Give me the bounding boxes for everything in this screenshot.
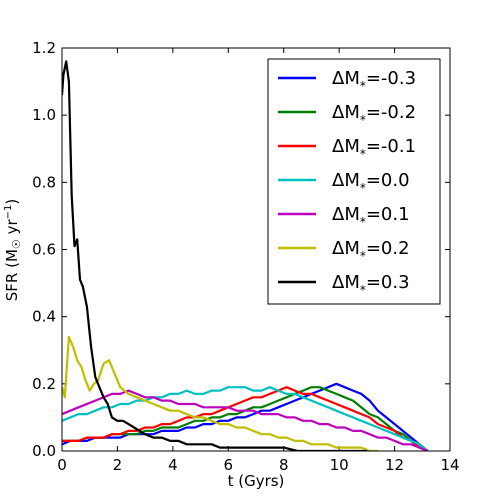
x-tick-label: 0 [57, 456, 67, 474]
y-tick-label: 0.4 [32, 308, 56, 326]
x-tick-label: 2 [113, 456, 123, 474]
x-axis-label: t (Gyrs) [228, 472, 285, 490]
series-line-0 [62, 382, 429, 451]
legend: ΔM*=-0.3 ΔM*=-0.2 ΔM*=-0.1 ΔM*=0.0 ΔM*=0.1 ΔM… [267, 58, 441, 305]
series-line-6 [62, 60, 367, 451]
x-tick-label: 8 [279, 456, 289, 474]
legend-entry-4: ΔM*=0.1 [332, 204, 410, 229]
series-lines [62, 60, 429, 451]
plot-frame [61, 47, 451, 452]
x-tick-label: 14 [440, 456, 459, 474]
legend-entry-5: ΔM*=0.2 [332, 238, 410, 263]
series-line-3 [62, 386, 429, 451]
legend-entry-0: ΔM*=-0.3 [332, 68, 416, 93]
y-axis-label: SFR (M☉ yr−1) [3, 199, 23, 301]
y-axis-ticks: 0.0 0.2 0.4 0.6 0.8 1.0 1.2 [32, 39, 450, 460]
x-tick-label: 4 [168, 456, 178, 474]
legend-entry-6: ΔM*=0.3 [332, 272, 410, 297]
legend-entry-2: ΔM*=-0.1 [332, 136, 416, 161]
y-tick-label: 1.0 [32, 106, 56, 124]
series-line-4 [62, 389, 429, 451]
y-tick-label: 0.2 [32, 375, 56, 393]
y-tick-label: 0.8 [32, 173, 56, 191]
series-line-5 [62, 335, 378, 451]
legend-box [267, 58, 441, 305]
legend-entry-3: ΔM*=0.0 [332, 170, 410, 195]
x-tick-label: 10 [330, 456, 349, 474]
legend-entry-1: ΔM*=-0.2 [332, 102, 416, 127]
y-tick-label: 1.2 [32, 39, 56, 57]
y-tick-label: 0.6 [32, 241, 56, 259]
x-tick-label: 6 [224, 456, 234, 474]
y-tick-label: 0.0 [32, 442, 56, 460]
x-tick-label: 12 [385, 456, 404, 474]
series-line-2 [62, 386, 429, 451]
